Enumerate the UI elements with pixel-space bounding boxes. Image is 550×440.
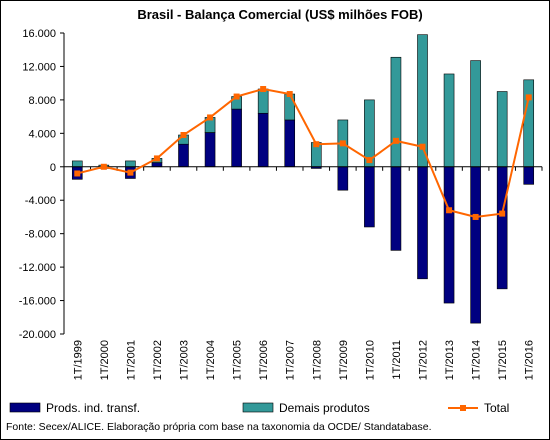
y-tick-label: -12.000 xyxy=(19,262,56,274)
x-tick-label: 1T/2006 xyxy=(258,340,270,380)
point-total xyxy=(127,169,134,176)
point-total xyxy=(207,114,214,121)
legend: Prods. ind. transf. Demais produtos Total xyxy=(9,401,509,415)
x-tick-label: 1T/2007 xyxy=(285,340,297,380)
bar-prods-ind-transf xyxy=(151,162,163,168)
point-total xyxy=(74,170,81,177)
x-tick-label: 1T/2010 xyxy=(364,340,376,380)
point-total xyxy=(392,137,399,144)
plot-area: 16.000 12.000 8.000 4.000 0 -4.000 -8.000 -12.0… xyxy=(19,28,543,380)
source-note: Fonte: Secex/ALICE. Elaboração própria c… xyxy=(6,421,432,433)
x-tick-label: 1T/2008 xyxy=(311,340,323,380)
x-tick-label: 1T/2013 xyxy=(444,340,456,380)
plot-background xyxy=(64,33,542,334)
bar-prods-ind-transf xyxy=(337,166,349,191)
point-total xyxy=(446,207,453,214)
y-tick-label: -4.000 xyxy=(25,195,56,207)
point-total xyxy=(233,93,240,100)
point-total xyxy=(525,94,532,101)
point-total xyxy=(100,163,107,170)
y-tick-label: 8.000 xyxy=(28,95,56,107)
point-total xyxy=(286,91,293,98)
chart-title: Brasil - Balança Comercial (US$ milhões … xyxy=(137,7,422,22)
y-tick-label: 0 xyxy=(50,162,56,174)
bar-demais-produtos xyxy=(71,160,83,168)
x-tick-label: 1T/2002 xyxy=(152,340,164,380)
bar-prods-ind-transf xyxy=(284,119,296,168)
series-line-total xyxy=(77,87,530,218)
y-tick-label: -16.000 xyxy=(19,296,56,308)
x-tick-label: 1T/2009 xyxy=(338,340,350,380)
legend-marker-total xyxy=(460,405,466,411)
x-tick-label: 1T/1999 xyxy=(72,340,84,380)
bar-demais-produtos xyxy=(523,79,535,168)
bar-prods-ind-transf xyxy=(496,166,508,290)
y-tick-label: -8.000 xyxy=(25,229,56,241)
x-tick-label: 1T/2014 xyxy=(471,340,483,380)
legend-swatch-demais-produtos xyxy=(242,402,274,413)
x-tick-label: 1T/2003 xyxy=(179,340,191,380)
bar-prods-ind-transf xyxy=(417,166,428,280)
point-total xyxy=(180,132,187,139)
bar-demais-produtos xyxy=(284,93,296,121)
x-tick-label: 1T/2016 xyxy=(524,340,536,380)
x-tick-label: 1T/2000 xyxy=(99,340,111,380)
bar-prods-ind-transf xyxy=(364,166,375,228)
point-total xyxy=(419,143,426,150)
bar-demais-produtos xyxy=(390,56,402,168)
bar-prods-ind-transf xyxy=(231,108,242,168)
bar-prods-ind-transf xyxy=(390,166,402,251)
x-tick-label: 1T/2001 xyxy=(125,340,137,380)
point-total xyxy=(313,141,320,148)
y-tick-label: 12.000 xyxy=(22,61,56,73)
legend-label-prods-ind-transf: Prods. ind. transf. xyxy=(46,401,140,415)
point-total xyxy=(153,155,160,162)
point-total xyxy=(260,86,267,93)
bar-prods-ind-transf xyxy=(257,112,269,168)
x-tick-label: 1T/2011 xyxy=(391,340,403,380)
x-tick-label: 1T/2004 xyxy=(205,340,217,380)
x-tick-label: 1T/2015 xyxy=(497,340,509,380)
bar-prods-ind-transf xyxy=(443,166,455,304)
y-tick-label: -20.000 xyxy=(19,329,56,341)
bar-demais-produtos xyxy=(443,73,455,168)
bar-demais-produtos xyxy=(257,88,269,114)
legend-swatch-prods-ind-transf xyxy=(9,402,41,413)
y-tick-label: 4.000 xyxy=(28,128,56,140)
bar-prods-ind-transf xyxy=(470,166,481,324)
x-tick-label: 1T/2012 xyxy=(418,340,430,380)
legend-label-demais-produtos: Demais produtos xyxy=(279,401,370,415)
x-tick-label: 1T/2005 xyxy=(232,340,244,380)
bar-prods-ind-transf xyxy=(523,166,535,185)
point-total xyxy=(339,140,346,147)
bar-prods-ind-transf xyxy=(204,132,216,168)
bar-prods-ind-transf xyxy=(178,143,189,168)
point-total xyxy=(366,157,373,164)
point-total xyxy=(499,210,506,217)
y-tick-label: 16.000 xyxy=(22,28,56,40)
legend-label-total: Total xyxy=(484,401,509,415)
bar-demais-produtos xyxy=(470,60,481,168)
point-total xyxy=(472,213,479,220)
bar-demais-produtos xyxy=(125,160,136,168)
bar-demais-produtos xyxy=(496,91,508,168)
